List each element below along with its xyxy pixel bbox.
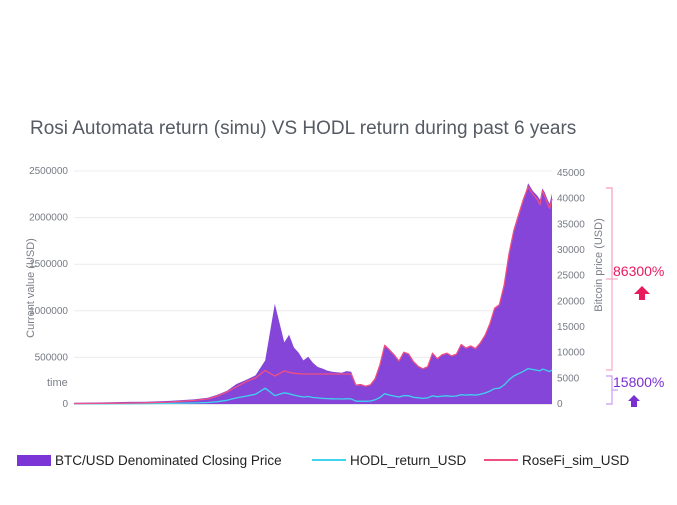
y-right-tick: 15000 [557, 322, 585, 333]
y-left-tick: 1500000 [29, 259, 68, 270]
up-arrow-purple-icon [628, 395, 640, 407]
plot-area [73, 183, 553, 405]
y-right-tick: 10000 [557, 348, 585, 359]
y-right-tick: 45000 [557, 168, 585, 179]
left-axis: 2500000 2000000 1500000 1000000 500000 0 [29, 166, 68, 410]
hodl-bracket [606, 375, 613, 405]
y-left-label: Current value (USD) [25, 238, 37, 338]
right-axis: 45000 40000 35000 30000 25000 20000 15000 10000… [557, 168, 585, 410]
hodl-return-percent: 15800% [613, 374, 664, 390]
y-right-tick: 25000 [557, 271, 585, 282]
rosefi-return-percent: 86300% [613, 263, 664, 279]
chart-title: Rosi Automata return (simu) VS HODL retu… [30, 118, 576, 139]
y-right-tick: 30000 [557, 245, 585, 256]
y-left-tick: 1000000 [29, 306, 68, 317]
y-left-tick: 0 [62, 399, 68, 410]
rosefi-sim-line [73, 186, 553, 405]
y-right-tick: 40000 [557, 194, 585, 205]
rosefi-bracket [606, 187, 613, 280]
x-axis-label: time [47, 377, 68, 389]
hodl-return-line [74, 367, 553, 405]
legend-label-hodl: HODL_return_USD [350, 453, 467, 468]
roi-brackets [606, 187, 618, 405]
y-right-tick: 0 [557, 399, 563, 410]
legend-label-rosefi: RoseFi_sim_USD [522, 453, 630, 468]
legend-label-btc: BTC/USD Denominated Closing Price [55, 453, 282, 468]
up-arrow-red-icon [634, 286, 650, 300]
y-right-tick: 35000 [557, 219, 585, 230]
y-left-tick: 2000000 [29, 213, 68, 224]
y-right-tick: 20000 [557, 296, 585, 307]
y-left-tick: 500000 [35, 352, 69, 363]
legend-swatch-btc [17, 455, 51, 466]
y-right-tick: 5000 [557, 373, 580, 384]
btc-area [74, 183, 552, 404]
legend: BTC/USD Denominated Closing Price HODL_r… [17, 453, 630, 468]
y-left-tick: 2500000 [29, 166, 68, 177]
y-right-label: Bitcoin price (USD) [593, 218, 605, 312]
